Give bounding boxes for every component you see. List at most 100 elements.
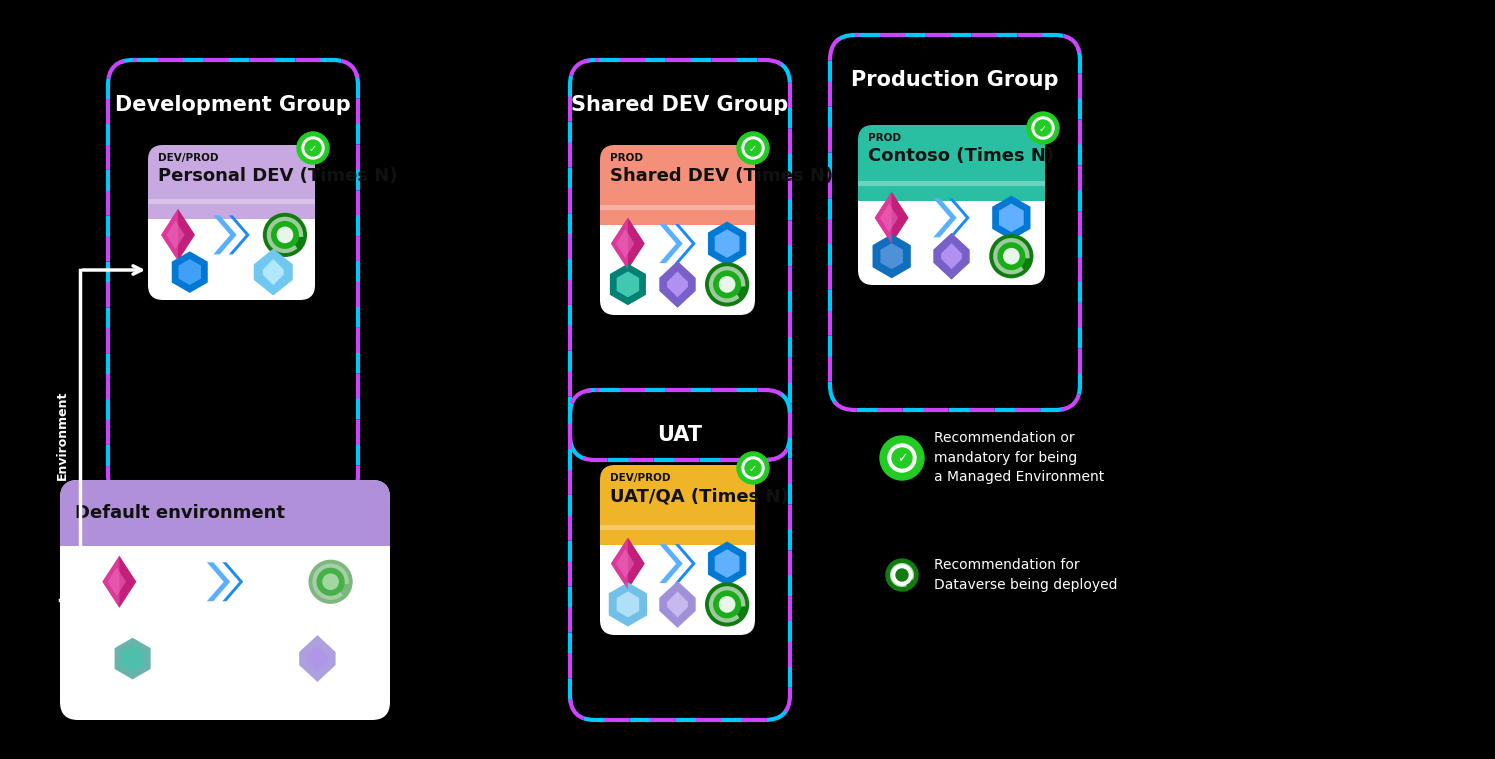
Polygon shape bbox=[715, 550, 740, 578]
Polygon shape bbox=[616, 550, 634, 578]
Polygon shape bbox=[933, 233, 970, 279]
Polygon shape bbox=[121, 646, 144, 672]
Text: ✓: ✓ bbox=[749, 464, 756, 474]
Circle shape bbox=[263, 213, 306, 257]
Text: ✓: ✓ bbox=[897, 452, 907, 465]
FancyBboxPatch shape bbox=[60, 480, 390, 546]
Bar bbox=[148, 199, 315, 204]
Bar bbox=[148, 189, 315, 219]
Circle shape bbox=[713, 590, 742, 619]
Text: DEV/PROD: DEV/PROD bbox=[610, 473, 670, 483]
Circle shape bbox=[308, 559, 353, 604]
FancyBboxPatch shape bbox=[599, 530, 755, 635]
Circle shape bbox=[893, 565, 912, 585]
Polygon shape bbox=[949, 198, 970, 238]
Circle shape bbox=[298, 132, 329, 164]
Text: Shared DEV (Times N): Shared DEV (Times N) bbox=[610, 167, 833, 185]
Polygon shape bbox=[108, 568, 126, 596]
Polygon shape bbox=[715, 229, 740, 258]
Polygon shape bbox=[610, 263, 646, 305]
Polygon shape bbox=[306, 646, 327, 672]
Polygon shape bbox=[667, 591, 688, 617]
FancyBboxPatch shape bbox=[858, 186, 1045, 285]
Text: Default environment: Default environment bbox=[75, 504, 286, 522]
Polygon shape bbox=[254, 249, 293, 295]
Polygon shape bbox=[103, 556, 136, 608]
FancyBboxPatch shape bbox=[599, 209, 755, 315]
Circle shape bbox=[305, 140, 321, 156]
Polygon shape bbox=[223, 562, 244, 601]
Circle shape bbox=[742, 457, 764, 479]
Circle shape bbox=[706, 263, 749, 307]
Text: Shared DEV Group: Shared DEV Group bbox=[571, 95, 789, 115]
Circle shape bbox=[719, 276, 736, 293]
Polygon shape bbox=[873, 234, 910, 279]
Polygon shape bbox=[709, 222, 746, 266]
Circle shape bbox=[323, 574, 339, 590]
Text: UAT: UAT bbox=[658, 425, 703, 445]
Bar bbox=[599, 515, 755, 545]
Polygon shape bbox=[616, 591, 640, 617]
Polygon shape bbox=[611, 218, 628, 269]
Text: Recommendation or
mandatory for being
a Managed Environment: Recommendation or mandatory for being a … bbox=[934, 432, 1105, 484]
Polygon shape bbox=[674, 224, 695, 263]
Circle shape bbox=[745, 140, 761, 156]
Polygon shape bbox=[115, 638, 151, 679]
Polygon shape bbox=[993, 196, 1030, 240]
Polygon shape bbox=[659, 544, 683, 583]
Polygon shape bbox=[674, 544, 695, 583]
FancyBboxPatch shape bbox=[599, 465, 755, 545]
Polygon shape bbox=[611, 537, 628, 590]
Polygon shape bbox=[611, 537, 644, 590]
Bar bbox=[599, 524, 755, 530]
Bar bbox=[858, 181, 1045, 186]
Text: ✓: ✓ bbox=[1039, 124, 1046, 134]
Polygon shape bbox=[178, 259, 200, 285]
Polygon shape bbox=[875, 192, 891, 244]
Polygon shape bbox=[214, 216, 236, 254]
Circle shape bbox=[888, 444, 916, 472]
Polygon shape bbox=[299, 635, 335, 682]
Text: Personal DEV (Times N): Personal DEV (Times N) bbox=[158, 167, 398, 185]
FancyBboxPatch shape bbox=[148, 204, 315, 300]
Polygon shape bbox=[933, 198, 957, 238]
Polygon shape bbox=[206, 562, 230, 601]
Circle shape bbox=[745, 460, 761, 476]
Circle shape bbox=[713, 270, 742, 299]
Circle shape bbox=[1035, 120, 1051, 136]
Circle shape bbox=[990, 234, 1033, 279]
FancyBboxPatch shape bbox=[60, 480, 390, 720]
Bar bbox=[858, 171, 1045, 201]
Circle shape bbox=[317, 568, 345, 596]
Circle shape bbox=[719, 596, 736, 613]
Polygon shape bbox=[875, 192, 909, 244]
Circle shape bbox=[742, 137, 764, 159]
Circle shape bbox=[893, 448, 912, 468]
Polygon shape bbox=[659, 261, 695, 308]
Bar bbox=[60, 528, 390, 546]
Circle shape bbox=[881, 436, 924, 480]
Polygon shape bbox=[608, 582, 647, 626]
Circle shape bbox=[887, 559, 918, 591]
Circle shape bbox=[302, 137, 324, 159]
Circle shape bbox=[1032, 117, 1054, 139]
Polygon shape bbox=[940, 243, 961, 269]
Text: Environment: Environment bbox=[55, 390, 69, 480]
Text: PROD: PROD bbox=[610, 153, 643, 163]
Polygon shape bbox=[616, 229, 634, 258]
FancyBboxPatch shape bbox=[599, 145, 755, 225]
Polygon shape bbox=[166, 221, 184, 249]
Polygon shape bbox=[161, 209, 178, 261]
Polygon shape bbox=[667, 272, 688, 298]
Polygon shape bbox=[659, 224, 683, 263]
Circle shape bbox=[737, 452, 768, 484]
Polygon shape bbox=[229, 216, 250, 254]
Circle shape bbox=[1027, 112, 1058, 144]
Circle shape bbox=[896, 569, 907, 581]
Polygon shape bbox=[709, 541, 746, 586]
Polygon shape bbox=[881, 243, 903, 269]
Polygon shape bbox=[103, 556, 120, 608]
Text: ✓: ✓ bbox=[309, 144, 317, 154]
Polygon shape bbox=[659, 581, 695, 628]
Polygon shape bbox=[161, 209, 194, 261]
